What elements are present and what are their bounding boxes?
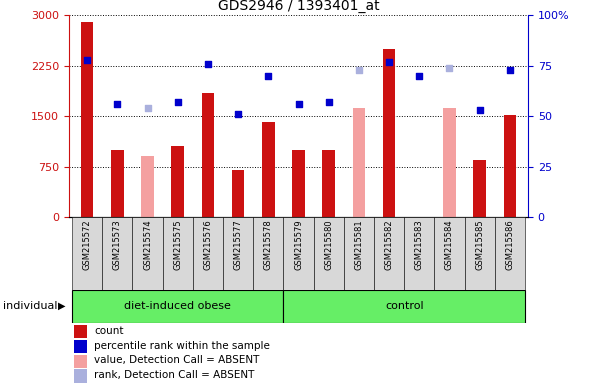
Point — [203, 61, 213, 67]
Text: GSM215585: GSM215585 — [475, 219, 484, 270]
Bar — [202, 93, 214, 217]
Bar — [473, 160, 486, 217]
Point — [113, 101, 122, 107]
Text: individual: individual — [3, 301, 58, 311]
Text: GSM215581: GSM215581 — [355, 219, 364, 270]
Bar — [74, 325, 88, 338]
Point — [445, 65, 454, 71]
Bar — [111, 150, 124, 217]
Bar — [102, 217, 133, 290]
Bar — [72, 290, 283, 323]
Point — [505, 67, 515, 73]
Point — [143, 105, 152, 111]
Text: count: count — [94, 326, 124, 336]
Bar — [383, 49, 395, 217]
Point — [233, 111, 243, 117]
Bar — [223, 217, 253, 290]
Point — [82, 57, 92, 63]
Text: control: control — [385, 301, 424, 311]
Bar — [74, 369, 88, 382]
Bar — [74, 354, 88, 367]
Bar — [353, 108, 365, 217]
Text: percentile rank within the sample: percentile rank within the sample — [94, 341, 270, 351]
Text: GSM215573: GSM215573 — [113, 219, 122, 270]
Bar — [344, 217, 374, 290]
Bar — [443, 108, 456, 217]
Point — [475, 107, 484, 113]
Point — [324, 99, 334, 105]
Bar — [314, 217, 344, 290]
Text: diet-induced obese: diet-induced obese — [124, 301, 231, 311]
Bar — [503, 115, 516, 217]
Bar — [81, 22, 94, 217]
Bar — [262, 122, 275, 217]
Text: GSM215582: GSM215582 — [385, 219, 394, 270]
Bar — [72, 217, 102, 290]
Bar — [292, 150, 305, 217]
Text: ▶: ▶ — [58, 301, 66, 311]
Text: GSM215580: GSM215580 — [324, 219, 333, 270]
Title: GDS2946 / 1393401_at: GDS2946 / 1393401_at — [218, 0, 379, 13]
Bar — [322, 150, 335, 217]
Text: GSM215583: GSM215583 — [415, 219, 424, 270]
Bar — [283, 217, 314, 290]
Text: rank, Detection Call = ABSENT: rank, Detection Call = ABSENT — [94, 371, 254, 381]
Text: GSM215586: GSM215586 — [505, 219, 514, 270]
Bar — [283, 290, 525, 323]
Bar — [141, 157, 154, 217]
Text: value, Detection Call = ABSENT: value, Detection Call = ABSENT — [94, 356, 260, 366]
Bar — [172, 146, 184, 217]
Text: GSM215584: GSM215584 — [445, 219, 454, 270]
Text: GSM215574: GSM215574 — [143, 219, 152, 270]
Bar — [495, 217, 525, 290]
Point — [384, 59, 394, 65]
Bar — [434, 217, 464, 290]
Text: GSM215576: GSM215576 — [203, 219, 212, 270]
Bar — [193, 217, 223, 290]
Point — [263, 73, 273, 79]
Point — [173, 99, 182, 105]
Point — [294, 101, 304, 107]
Text: GSM215572: GSM215572 — [83, 219, 92, 270]
Text: GSM215577: GSM215577 — [233, 219, 242, 270]
Bar — [253, 217, 283, 290]
Bar — [74, 340, 88, 353]
Point — [354, 67, 364, 73]
Bar — [133, 217, 163, 290]
Bar — [232, 170, 244, 217]
Bar — [163, 217, 193, 290]
Bar — [374, 217, 404, 290]
Text: GSM215579: GSM215579 — [294, 219, 303, 270]
Bar — [404, 217, 434, 290]
Text: GSM215575: GSM215575 — [173, 219, 182, 270]
Point — [415, 73, 424, 79]
Text: GSM215578: GSM215578 — [264, 219, 273, 270]
Bar — [464, 217, 495, 290]
